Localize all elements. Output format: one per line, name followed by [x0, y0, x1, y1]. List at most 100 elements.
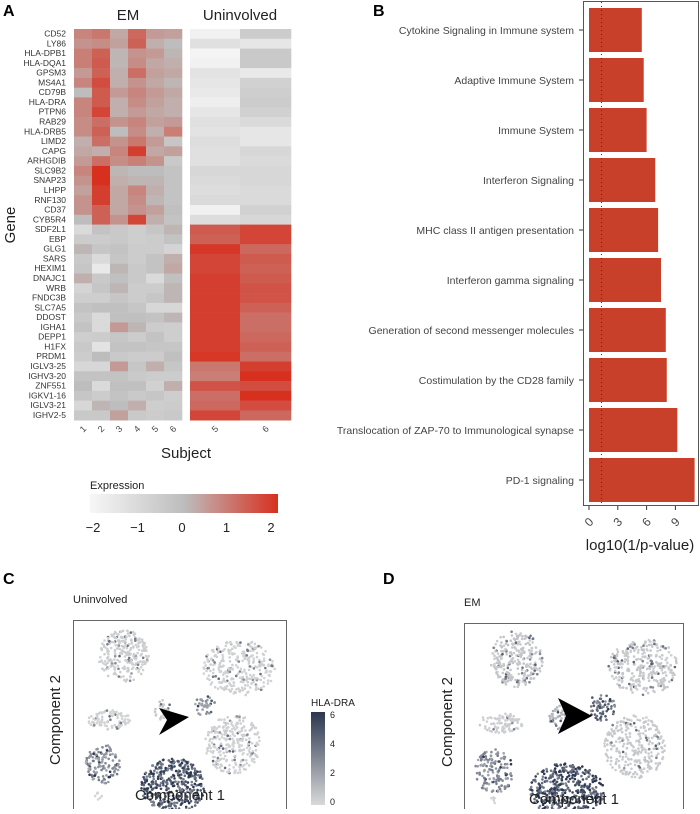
scatter-point	[122, 630, 125, 633]
scatter-point	[672, 674, 675, 677]
heatmap-cell	[92, 293, 110, 303]
scatter-point	[476, 778, 479, 781]
scatter-point	[634, 680, 637, 683]
scatter-point	[182, 778, 185, 781]
scatter-point	[253, 758, 256, 761]
scatter-point	[629, 645, 632, 648]
scatter-point	[562, 770, 565, 773]
scatter-point	[515, 727, 518, 730]
scatter-point	[627, 662, 630, 665]
scatter-point	[206, 711, 209, 714]
scatter-point	[85, 761, 88, 764]
scatter-point	[492, 761, 495, 764]
heatmap-cell	[240, 283, 291, 293]
scatter-point	[622, 676, 625, 679]
scatter-point	[641, 655, 644, 658]
scatter-point	[483, 782, 486, 785]
scatter-point	[626, 737, 629, 740]
scatter-point	[117, 717, 120, 720]
scatter-point	[581, 785, 584, 788]
scatter-point	[539, 649, 542, 652]
scatter-point	[160, 767, 163, 770]
heatmap-cell	[146, 39, 164, 49]
hla-dra-legend-title: HLA-DRA	[311, 698, 355, 709]
scatter-point	[493, 647, 496, 650]
scatter-point	[625, 729, 628, 732]
scatter-point	[492, 771, 495, 774]
scatter-point	[496, 754, 499, 757]
scatter-point	[260, 646, 263, 649]
scatter-title-em: EM	[464, 597, 481, 609]
scatter-point	[544, 777, 547, 780]
scatter-point	[505, 653, 508, 656]
scatter-point	[596, 700, 599, 703]
scatter-point	[193, 776, 196, 779]
scatter-point	[213, 726, 216, 729]
scatter-point	[234, 755, 237, 758]
scatter-point	[621, 681, 624, 684]
heatmap-cell	[146, 29, 164, 39]
scatter-point	[483, 764, 486, 767]
heatmap-cell	[146, 78, 164, 88]
heatmap-cell	[146, 185, 164, 195]
scatter-point	[132, 645, 135, 648]
heatmap-cell	[146, 391, 164, 401]
scatter-point	[114, 631, 117, 634]
heatmap-cell	[128, 29, 146, 39]
scatter-point	[209, 750, 212, 753]
gene-label: HLA-DRA	[29, 97, 67, 107]
heatmap-cell	[146, 313, 164, 323]
scatter-point	[105, 663, 108, 666]
scatter-point	[249, 674, 252, 677]
scatter-point	[133, 653, 136, 656]
scatter-point	[656, 767, 659, 770]
expression-colorbar	[90, 494, 278, 513]
scatter-point	[124, 659, 127, 662]
scatter-point	[172, 782, 175, 785]
scatter-point	[123, 665, 126, 668]
heatmap-cell	[74, 68, 92, 78]
scatter-point	[497, 676, 500, 679]
scatter-point	[255, 646, 258, 649]
scatter-point	[242, 681, 245, 684]
scatter-point	[622, 650, 625, 653]
heatmap-cell	[240, 254, 291, 264]
scatter-point	[647, 719, 650, 722]
heatmap-cell	[128, 322, 146, 332]
scatter-point	[224, 731, 227, 734]
scatter-point	[98, 661, 101, 664]
scatter-point	[526, 675, 529, 678]
scatter-point	[531, 647, 534, 650]
scatter-point	[640, 658, 643, 661]
scatter-point	[210, 658, 213, 661]
scatter-point	[101, 667, 104, 670]
scatter-point	[256, 656, 259, 659]
heatmap-cell	[110, 88, 128, 98]
scatter-point	[262, 681, 265, 684]
scatter-point	[248, 737, 251, 740]
scatter-point	[186, 762, 189, 765]
scatter-point	[159, 771, 162, 774]
scatter-point	[212, 760, 215, 763]
scatter-point	[659, 649, 662, 652]
heatmap-cell	[164, 244, 182, 254]
subject-tick-label: 3	[114, 424, 125, 435]
heatmap-cell	[164, 322, 182, 332]
heatmap-cell	[146, 176, 164, 186]
scatter-point	[494, 650, 497, 653]
scatter-point	[668, 680, 671, 683]
scatter-point	[591, 696, 594, 699]
heatmap-cell	[74, 274, 92, 284]
scatter-point	[602, 700, 605, 703]
scatter-point	[615, 727, 618, 730]
scatter-point	[647, 737, 650, 740]
scatter-point	[216, 646, 219, 649]
scatter-point	[622, 686, 625, 689]
heatmap-cell	[128, 401, 146, 411]
heatmap-cell	[92, 88, 110, 98]
scatter-point	[248, 764, 251, 767]
scatter-point	[581, 765, 584, 768]
scatter-point	[104, 660, 107, 663]
heatmap-cell	[92, 29, 110, 39]
scatter-point	[500, 722, 503, 725]
